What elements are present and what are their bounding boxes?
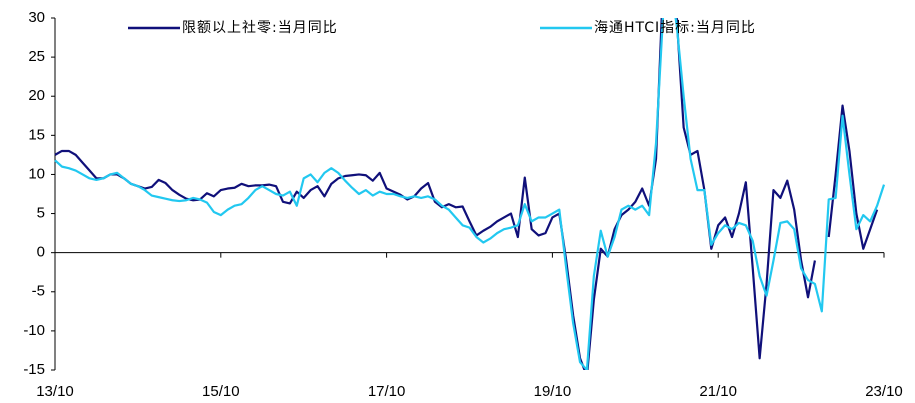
y-tick-label: 5 [37,205,45,222]
x-tick-label: 15/10 [202,383,240,400]
y-tick-label: 15 [28,126,45,143]
x-tick-label: 21/10 [699,383,737,400]
y-tick-label: 30 [28,9,45,26]
y-tick-label: -5 [32,283,45,300]
x-tick-label: 13/10 [36,383,74,400]
x-tick-label: 19/10 [534,383,572,400]
y-tick-label: 20 [28,87,45,104]
series-line [54,18,879,370]
legend-label: 海通HTCI指标:当月同比 [594,20,756,36]
y-tick-label: 25 [28,48,45,65]
series-line [54,18,886,370]
y-tick-label: -15 [23,361,45,378]
legend-label: 限额以上社零:当月同比 [182,20,338,36]
plot-area [54,18,886,370]
y-tick-label: 0 [37,244,45,261]
x-tick-label: 23/10 [865,383,903,400]
x-tick-label: 17/10 [368,383,406,400]
y-tick-label: 10 [28,165,45,182]
y-tick-label: -10 [23,322,45,339]
